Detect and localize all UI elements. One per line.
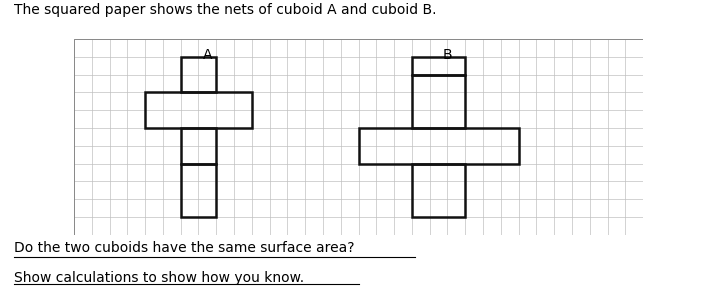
Text: Show calculations to show how you know.: Show calculations to show how you know. xyxy=(14,271,305,285)
Bar xyxy=(412,164,465,217)
Text: A: A xyxy=(202,48,212,62)
Bar xyxy=(412,57,465,75)
Bar xyxy=(180,128,217,164)
Bar xyxy=(145,92,252,128)
Bar xyxy=(359,128,518,164)
Text: B: B xyxy=(442,48,452,62)
Bar xyxy=(180,57,217,92)
Bar xyxy=(412,75,465,128)
Text: The squared paper shows the nets of cuboid A and cuboid B.: The squared paper shows the nets of cubo… xyxy=(14,3,437,17)
Text: Do the two cuboids have the same surface area?: Do the two cuboids have the same surface… xyxy=(14,241,355,255)
Bar xyxy=(180,164,217,217)
